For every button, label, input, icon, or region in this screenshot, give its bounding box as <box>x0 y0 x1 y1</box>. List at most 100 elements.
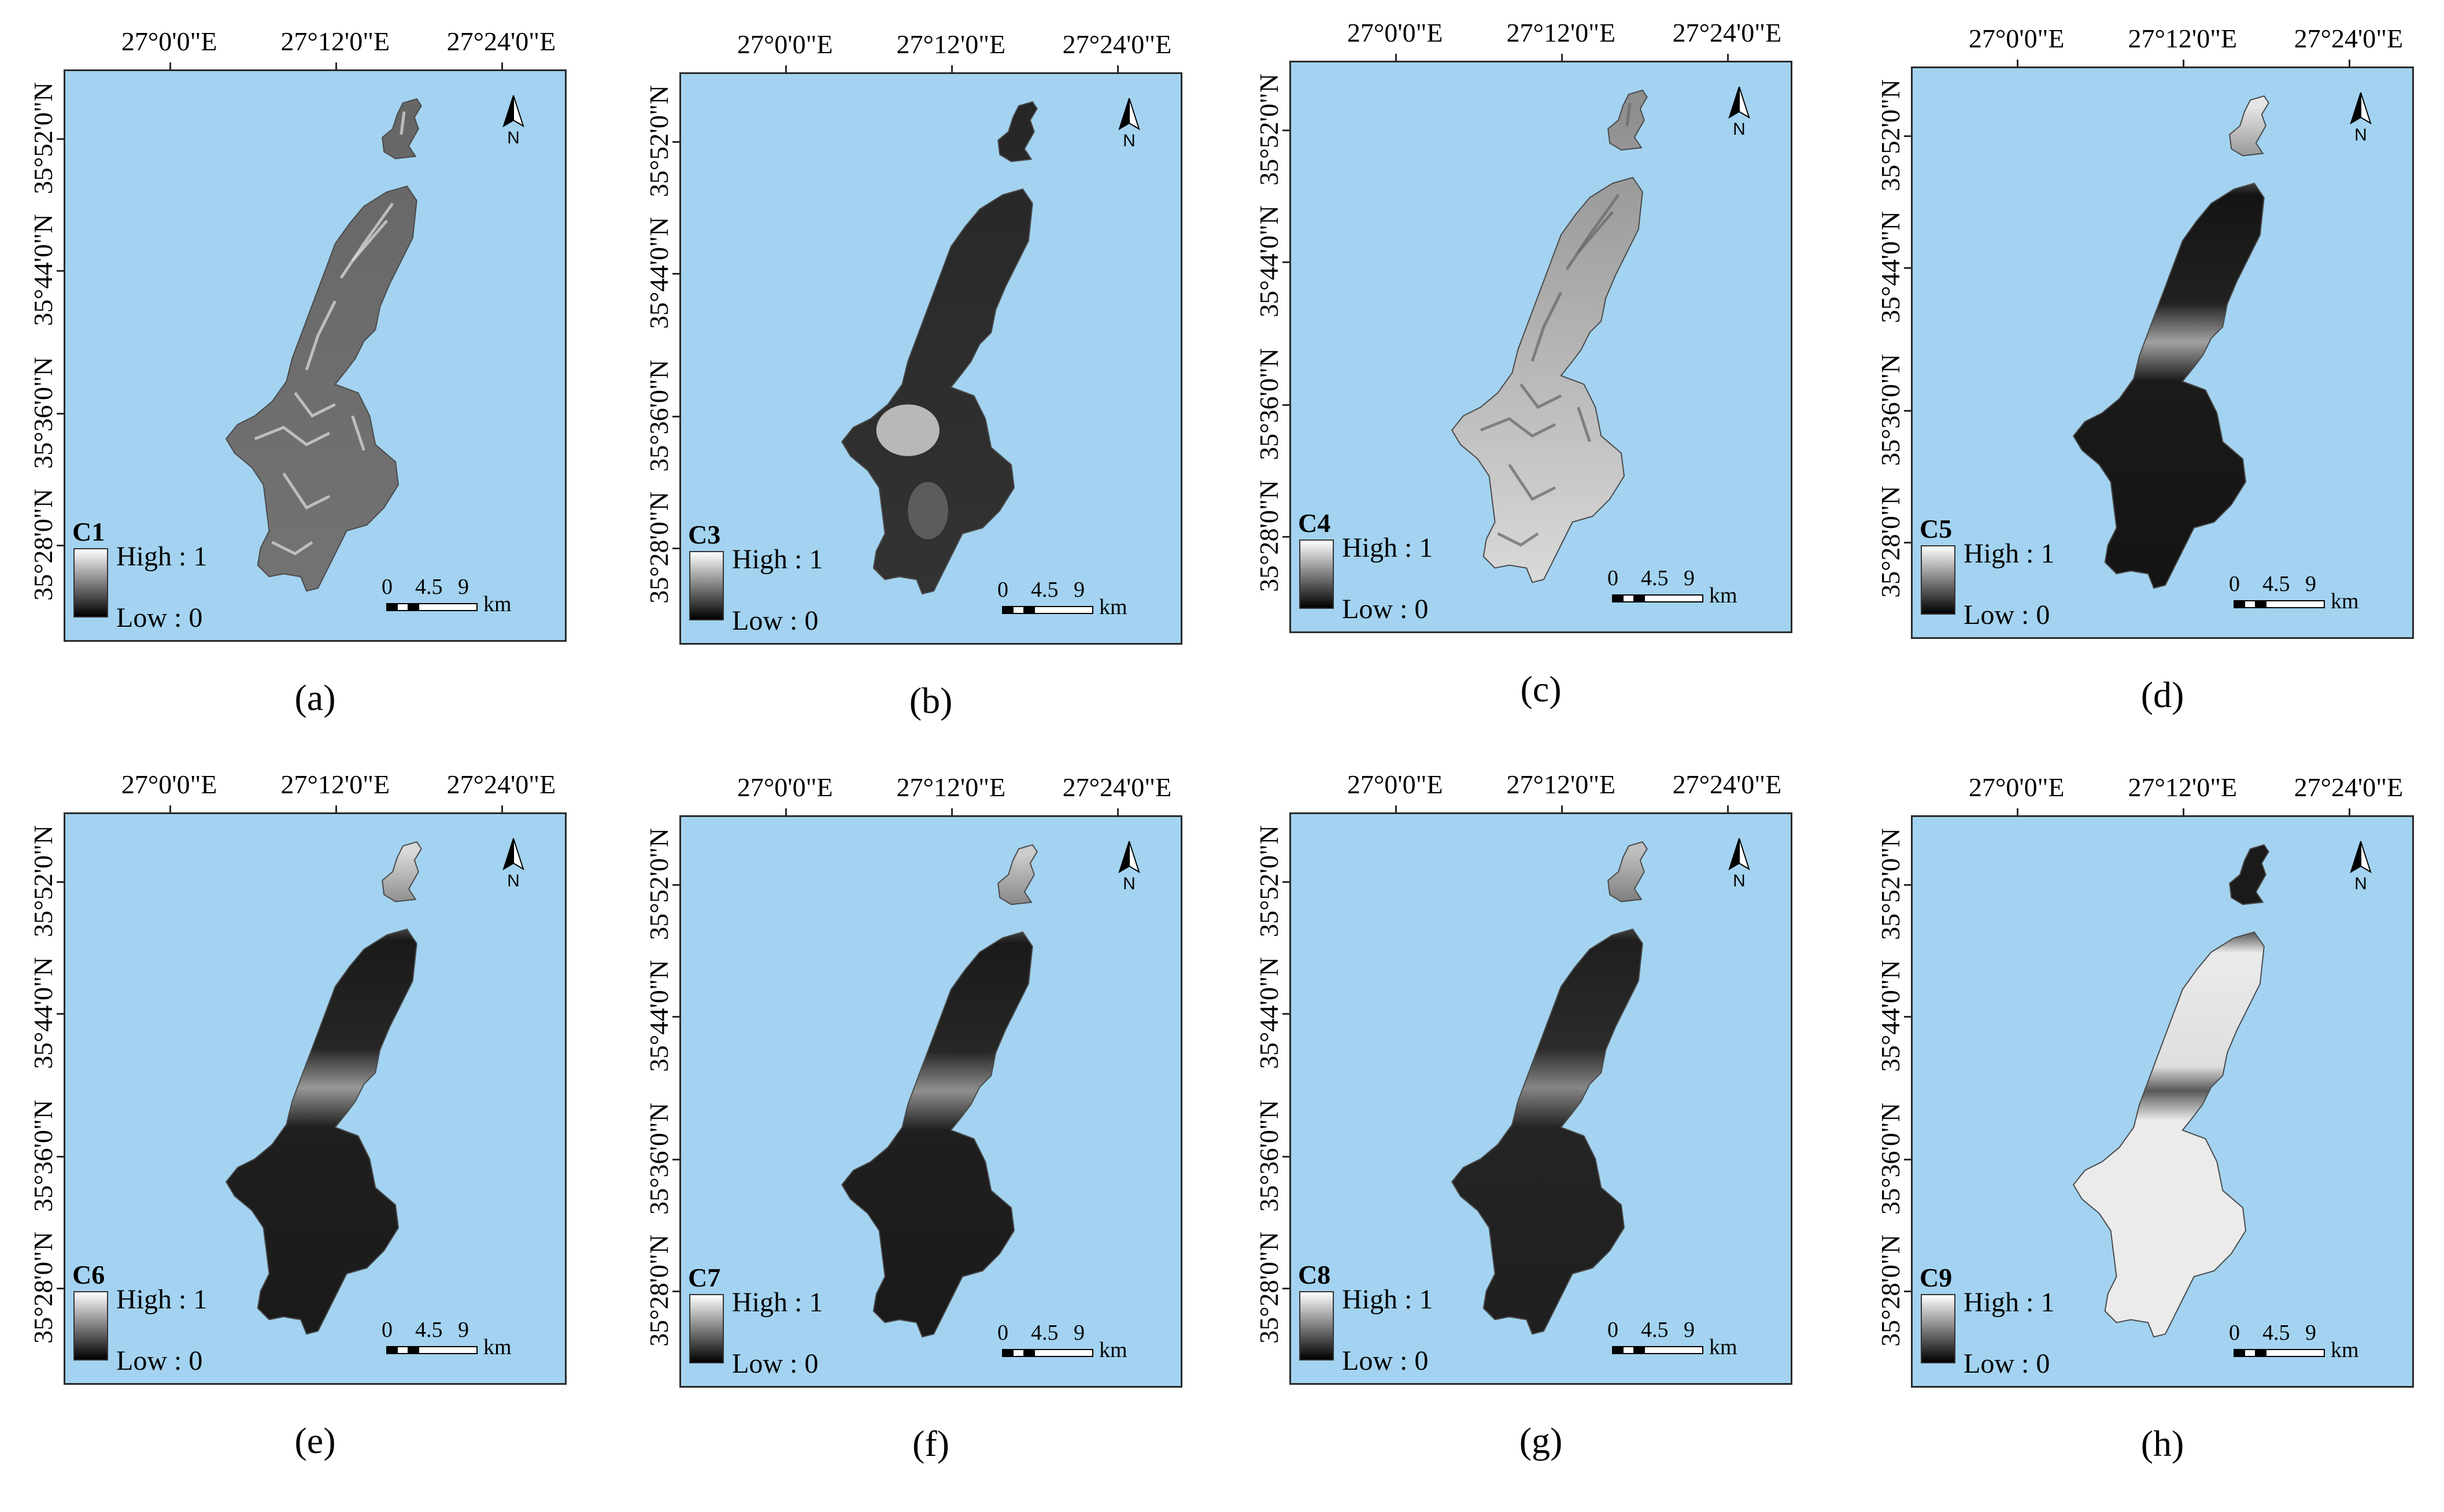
latitude-label: 35°36'0"N <box>1876 354 1905 466</box>
tick-mark <box>1282 404 1289 406</box>
scale-tick-label: 0 <box>997 578 1008 602</box>
latitude-label: 35°52'0"N <box>644 827 674 940</box>
latitude-label: 35°52'0"N <box>1876 827 1905 940</box>
panel-label: (a) <box>294 677 336 718</box>
tick-mark <box>169 805 171 812</box>
longitude-label: 27°12'0"E <box>280 27 390 56</box>
scale-tick-label: 4.5 <box>1641 1318 1669 1342</box>
legend-high-label: High : 1 <box>116 541 208 572</box>
scale-tick-label: 0 <box>1607 566 1618 590</box>
latitude-label: 35°44'0"N <box>1876 959 1905 1072</box>
latitude-label: 35°44'0"N <box>1876 210 1905 323</box>
longitude-label: 27°24'0"E <box>1062 772 1172 802</box>
scale-tick-label: 9 <box>458 1318 469 1342</box>
island-raster <box>225 98 422 592</box>
latitude-label: 35°28'0"N <box>1254 479 1284 592</box>
north-arrow-icon: N <box>502 838 524 889</box>
north-label: N <box>507 871 520 889</box>
tick-mark <box>57 269 64 272</box>
terrain-ridge <box>1497 532 1539 547</box>
longitude-label: 27°24'0"E <box>446 770 556 799</box>
latitude-label: 35°36'0"N <box>1876 1103 1905 1215</box>
panel-label: (h) <box>2140 1423 2184 1464</box>
north-arrow-icon: N <box>1728 838 1750 889</box>
latitude-label: 35°28'0"N <box>644 491 674 604</box>
island-shape <box>1451 841 1648 1335</box>
latitude-label: 35°44'0"N <box>28 213 58 326</box>
scale-tick-label: 9 <box>1074 1321 1085 1345</box>
island-shape <box>841 844 1038 1338</box>
tick-mark <box>1904 541 1911 544</box>
map-frame: N C5 High : 1 Low : 0 0 4.5 9 km <box>1911 66 2414 639</box>
tick-mark <box>785 808 787 815</box>
tick-mark <box>672 141 679 143</box>
tick-mark <box>57 138 64 140</box>
island-shape <box>225 98 422 592</box>
latitude-label: 35°52'0"N <box>644 84 674 197</box>
north-label: N <box>1123 874 1136 892</box>
scale-tick-label: 0 <box>2229 1321 2240 1345</box>
longitude-label: 27°24'0"E <box>1672 770 1782 799</box>
criterion-code: C8 <box>1298 1260 1331 1289</box>
tick-mark <box>672 1159 679 1160</box>
legend-colorbar <box>1299 1291 1334 1361</box>
scale-tick-label: 0 <box>2229 572 2240 596</box>
tick-mark <box>1282 535 1289 538</box>
tick-mark <box>1726 54 1729 61</box>
criterion-code: C7 <box>688 1263 721 1292</box>
scale-tick-label: 9 <box>1074 578 1085 602</box>
terrain-ridge <box>1530 291 1562 362</box>
longitude-label: 27°0'0"E <box>737 29 833 59</box>
latitude-label: 35°52'0"N <box>1254 825 1284 937</box>
north-label: N <box>2354 125 2367 143</box>
latitude-label: 35°44'0"N <box>644 216 674 329</box>
tick-mark <box>335 805 337 812</box>
tick-mark <box>1561 805 1563 812</box>
tick-mark <box>501 805 503 812</box>
tick-mark <box>1904 267 1911 269</box>
panel-label: (c) <box>1520 668 1562 709</box>
tick-mark <box>57 1287 64 1289</box>
north-label: N <box>2354 874 2367 892</box>
longitude-label: 27°0'0"E <box>1347 18 1443 47</box>
island-shape <box>841 101 1038 595</box>
latitude-label: 35°28'0"N <box>1876 485 1905 598</box>
scale-unit: km <box>2331 589 2359 613</box>
tick-mark <box>2348 808 2350 815</box>
latitude-label: 35°28'0"N <box>28 1231 58 1344</box>
longitude-label: 27°0'0"E <box>121 770 217 799</box>
tick-mark <box>951 65 953 72</box>
scale-tick-label: 9 <box>1684 566 1695 590</box>
scale-tick-label: 4.5 <box>1031 1321 1059 1345</box>
legend-low-label: Low : 0 <box>732 1348 819 1379</box>
tick-mark <box>1395 805 1397 812</box>
north-arrow-icon: N <box>2350 92 2372 143</box>
legend-colorbar <box>689 1294 724 1363</box>
map-frame: N C8 High : 1 Low : 0 0 4.5 9 km <box>1289 812 1792 1385</box>
tick-mark <box>672 883 679 886</box>
north-arrow-icon: N <box>2350 841 2372 892</box>
north-arrow-icon: N <box>1728 86 1750 138</box>
legend-high-label: High : 1 <box>1964 1287 2055 1318</box>
north-arrow-icon: N <box>1118 841 1140 892</box>
legend-colorbar <box>1921 1294 1955 1363</box>
tick-mark <box>1282 129 1289 131</box>
longitude-label: 27°0'0"E <box>1968 24 2065 53</box>
legend-colorbar <box>689 551 724 620</box>
legend-high-label: High : 1 <box>732 1287 823 1318</box>
island-raster <box>841 101 1038 595</box>
map-frame: N C3 High : 1 Low : 0 0 4.5 9 km <box>679 72 1182 645</box>
panel-label: (g) <box>1519 1420 1563 1461</box>
scale-unit: km <box>1709 583 1737 608</box>
tick-mark <box>169 62 171 69</box>
tick-mark <box>1116 808 1119 815</box>
terrain-ridge <box>271 541 313 556</box>
panel-label: (e) <box>294 1420 336 1461</box>
terrain-ridge <box>294 392 336 418</box>
tick-mark <box>1282 1287 1289 1289</box>
longitude-label: 27°12'0"E <box>896 29 1006 59</box>
longitude-label: 27°0'0"E <box>1968 772 2065 802</box>
longitude-label: 27°12'0"E <box>2128 24 2238 53</box>
scale-unit: km <box>483 592 512 616</box>
latitude-label: 35°52'0"N <box>28 82 58 194</box>
